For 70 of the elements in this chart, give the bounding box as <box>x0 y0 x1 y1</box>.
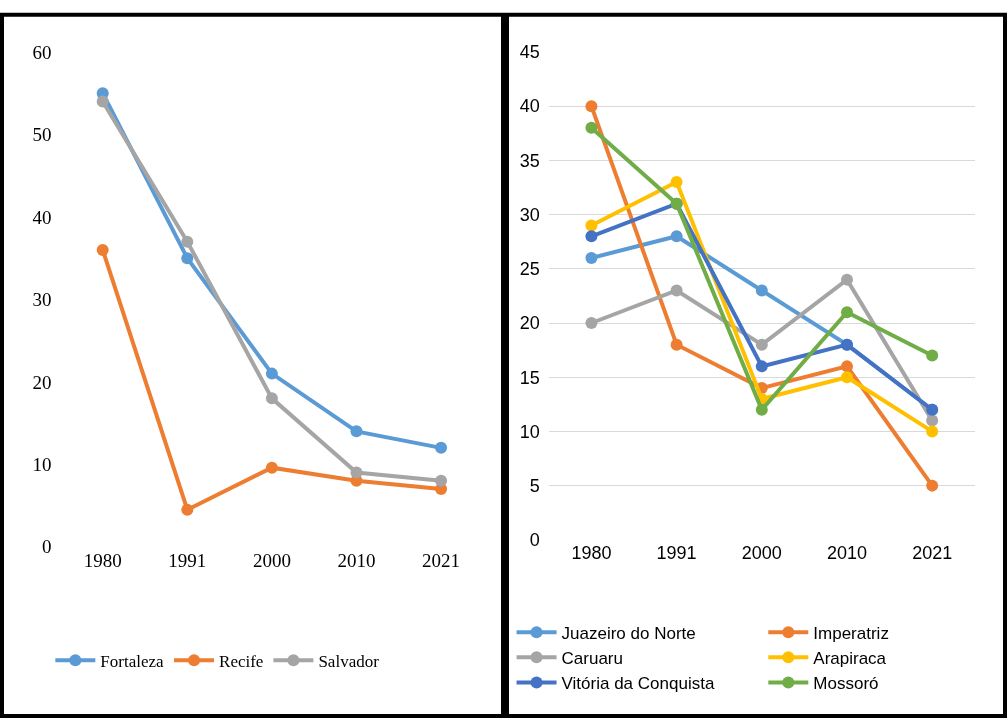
point <box>585 251 598 264</box>
x-tick-label: 1980 <box>83 549 122 571</box>
point <box>840 360 853 373</box>
y-tick-label: 30 <box>519 204 540 225</box>
y-tick-label: 15 <box>519 367 540 388</box>
point <box>670 338 683 351</box>
legend-label: Vitória da Conquista <box>561 674 715 694</box>
y-tick-label: 20 <box>519 313 540 334</box>
point <box>670 176 683 189</box>
point <box>435 474 448 487</box>
point <box>585 121 598 134</box>
point <box>96 95 109 108</box>
point <box>670 284 683 297</box>
legend-label: Juazeiro do Norte <box>561 623 696 643</box>
point <box>181 252 194 265</box>
point <box>265 392 278 405</box>
point <box>755 284 768 297</box>
point <box>585 219 598 232</box>
x-tick-label: 1991 <box>656 542 697 563</box>
point <box>350 466 363 479</box>
y-tick-label: 25 <box>519 259 540 280</box>
point <box>926 479 939 492</box>
point <box>670 230 683 243</box>
point <box>96 243 109 256</box>
point <box>585 230 598 243</box>
legend-label: Imperatriz <box>813 623 889 643</box>
point <box>265 367 278 380</box>
y-tick-label: 5 <box>529 475 540 496</box>
y-tick-label: 0 <box>529 530 540 551</box>
point <box>265 461 278 474</box>
x-tick-label: 2010 <box>826 542 868 563</box>
y-tick-label: 50 <box>32 124 52 146</box>
y-tick-label: 30 <box>32 289 52 311</box>
point <box>181 503 194 516</box>
y-tick-label: 60 <box>32 41 52 63</box>
x-tick-label: 1991 <box>168 549 207 571</box>
point <box>840 273 853 286</box>
x-tick-label: 2000 <box>252 549 291 571</box>
x-tick-label: 2000 <box>741 542 782 563</box>
y-tick-label: 45 <box>519 42 540 63</box>
legend-label: Recife <box>219 651 264 671</box>
y-tick-label: 10 <box>519 421 540 442</box>
x-tick-label: 2010 <box>337 549 376 571</box>
point <box>926 414 939 427</box>
point <box>755 360 768 373</box>
y-tick-label: 40 <box>32 206 52 228</box>
legend-label: Fortaleza <box>100 651 165 671</box>
point <box>350 425 363 438</box>
y-tick-label: 35 <box>519 150 540 171</box>
point <box>585 317 598 329</box>
y-tick-label: 10 <box>32 454 52 475</box>
legend-label: Arapiraca <box>813 648 887 668</box>
x-tick-label: 1980 <box>571 542 612 563</box>
point <box>926 349 939 362</box>
point <box>585 100 598 113</box>
point <box>435 441 448 454</box>
point <box>840 306 853 319</box>
legend-label: Caruaru <box>561 648 623 668</box>
y-tick-label: 0 <box>41 536 52 558</box>
point <box>181 235 194 248</box>
point <box>840 371 853 384</box>
y-tick-label: 40 <box>519 96 540 117</box>
y-tick-label: 20 <box>32 371 52 393</box>
point <box>755 338 768 351</box>
legend-label: Mossoró <box>813 674 879 694</box>
point <box>755 403 768 416</box>
legend-label: Salvador <box>318 651 380 671</box>
x-tick-label: 2021 <box>912 542 953 563</box>
x-tick-label: 2021 <box>422 549 461 571</box>
point <box>926 425 939 438</box>
